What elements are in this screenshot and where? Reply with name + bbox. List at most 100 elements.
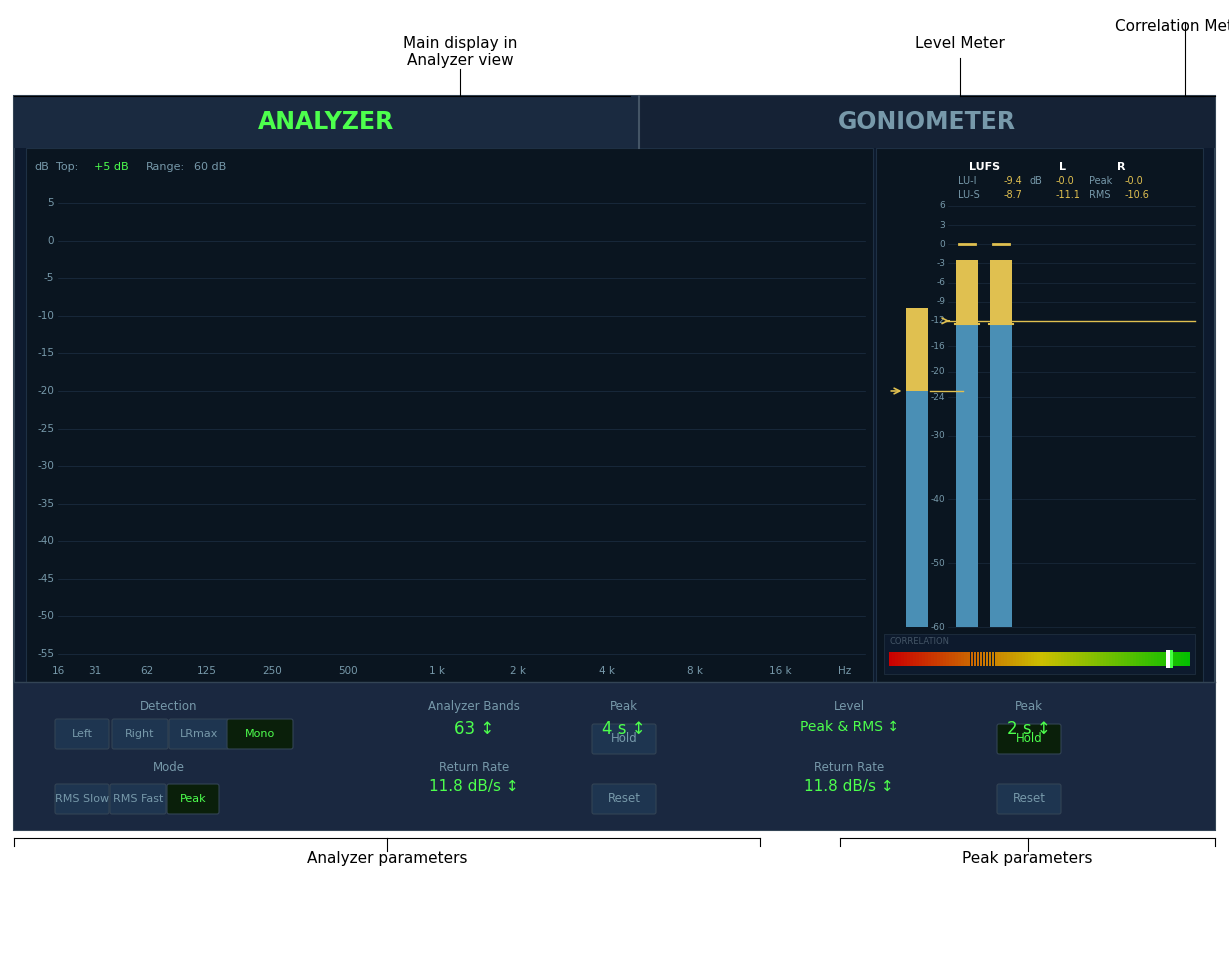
- Bar: [1169, 652, 1172, 666]
- Bar: [911, 652, 913, 666]
- Bar: [1048, 652, 1052, 666]
- Bar: [905, 652, 907, 666]
- Text: 8 k: 8 k: [687, 666, 703, 676]
- Bar: [1121, 652, 1123, 666]
- Bar: [1172, 652, 1175, 666]
- FancyBboxPatch shape: [167, 784, 219, 814]
- Text: 62: 62: [140, 666, 154, 676]
- Bar: [977, 652, 980, 666]
- Bar: [956, 260, 978, 324]
- Bar: [998, 652, 1000, 666]
- Bar: [14, 96, 639, 148]
- Text: 60 dB: 60 dB: [194, 162, 226, 172]
- Text: Reset: Reset: [1013, 793, 1046, 805]
- Text: 4 k: 4 k: [599, 666, 614, 676]
- Bar: [1061, 652, 1063, 666]
- Text: Return Rate: Return Rate: [439, 761, 509, 774]
- Text: Peak: Peak: [1089, 176, 1112, 186]
- FancyBboxPatch shape: [997, 724, 1061, 754]
- Bar: [1139, 652, 1142, 666]
- Bar: [950, 652, 952, 666]
- Bar: [1000, 652, 1004, 666]
- Bar: [1040, 652, 1042, 666]
- Bar: [901, 652, 905, 666]
- Bar: [967, 652, 971, 666]
- Text: LUFS: LUFS: [968, 162, 999, 172]
- Text: -5: -5: [43, 273, 54, 283]
- Bar: [14, 682, 1215, 830]
- Text: dB: dB: [34, 162, 49, 172]
- Bar: [1025, 652, 1027, 666]
- Text: dB: dB: [1030, 176, 1042, 186]
- Text: -25: -25: [37, 424, 54, 433]
- Bar: [932, 652, 934, 666]
- Text: 500: 500: [339, 666, 358, 676]
- Text: LU-S: LU-S: [957, 190, 980, 200]
- Text: Right: Right: [125, 729, 155, 739]
- Bar: [1054, 652, 1058, 666]
- Text: -0.0: -0.0: [1125, 176, 1143, 186]
- Bar: [639, 96, 1215, 148]
- Bar: [971, 652, 973, 666]
- Bar: [1170, 650, 1172, 668]
- Text: Range:: Range:: [146, 162, 186, 172]
- Text: Reset: Reset: [607, 793, 640, 805]
- Bar: [1091, 652, 1094, 666]
- Bar: [965, 652, 967, 666]
- Text: 0: 0: [48, 236, 54, 245]
- Bar: [898, 652, 901, 666]
- Bar: [906, 308, 928, 391]
- Bar: [1088, 652, 1090, 666]
- Bar: [991, 324, 1013, 627]
- Text: 63 ↕: 63 ↕: [454, 720, 494, 738]
- Bar: [1136, 652, 1139, 666]
- Text: Main display in
Analyzer view: Main display in Analyzer view: [403, 36, 517, 68]
- Bar: [1127, 652, 1129, 666]
- Text: -24: -24: [930, 393, 945, 402]
- Bar: [1102, 652, 1106, 666]
- Bar: [26, 148, 873, 682]
- Bar: [956, 324, 978, 627]
- Bar: [1069, 652, 1073, 666]
- Text: 5: 5: [48, 198, 54, 208]
- Text: Level: Level: [833, 700, 864, 713]
- Text: -0.0: -0.0: [1056, 176, 1074, 186]
- Text: Hold: Hold: [611, 732, 638, 745]
- Text: RMS: RMS: [1089, 190, 1110, 200]
- Bar: [1007, 652, 1009, 666]
- Text: 16 k: 16 k: [768, 666, 791, 676]
- Bar: [944, 652, 946, 666]
- Text: -30: -30: [930, 431, 945, 440]
- Text: -16: -16: [930, 342, 945, 351]
- Bar: [1058, 652, 1061, 666]
- Bar: [919, 652, 922, 666]
- Bar: [1166, 650, 1170, 668]
- Bar: [991, 260, 1013, 324]
- FancyBboxPatch shape: [55, 719, 109, 749]
- FancyBboxPatch shape: [227, 719, 293, 749]
- Bar: [1082, 652, 1085, 666]
- Text: 11.8 dB/s ↕: 11.8 dB/s ↕: [804, 779, 893, 794]
- Text: Level Meter: Level Meter: [916, 36, 1005, 51]
- Text: 6: 6: [939, 202, 945, 210]
- Text: 11.8 dB/s ↕: 11.8 dB/s ↕: [429, 779, 519, 794]
- Text: 3: 3: [939, 221, 945, 230]
- Bar: [1004, 652, 1007, 666]
- Text: Return Rate: Return Rate: [814, 761, 884, 774]
- Text: -11.1: -11.1: [1056, 190, 1080, 200]
- Bar: [1175, 652, 1177, 666]
- Bar: [1177, 652, 1181, 666]
- FancyBboxPatch shape: [592, 784, 656, 814]
- Text: -15: -15: [37, 349, 54, 358]
- Text: -20: -20: [930, 367, 945, 376]
- FancyBboxPatch shape: [592, 724, 656, 754]
- Text: Left: Left: [71, 729, 92, 739]
- Text: -20: -20: [37, 386, 54, 395]
- FancyBboxPatch shape: [55, 784, 109, 814]
- Text: LRmax: LRmax: [179, 729, 219, 739]
- Bar: [1160, 652, 1163, 666]
- Text: -40: -40: [930, 495, 945, 504]
- Bar: [928, 652, 932, 666]
- Text: Correlation Meter: Correlation Meter: [1115, 19, 1229, 34]
- Bar: [1166, 652, 1169, 666]
